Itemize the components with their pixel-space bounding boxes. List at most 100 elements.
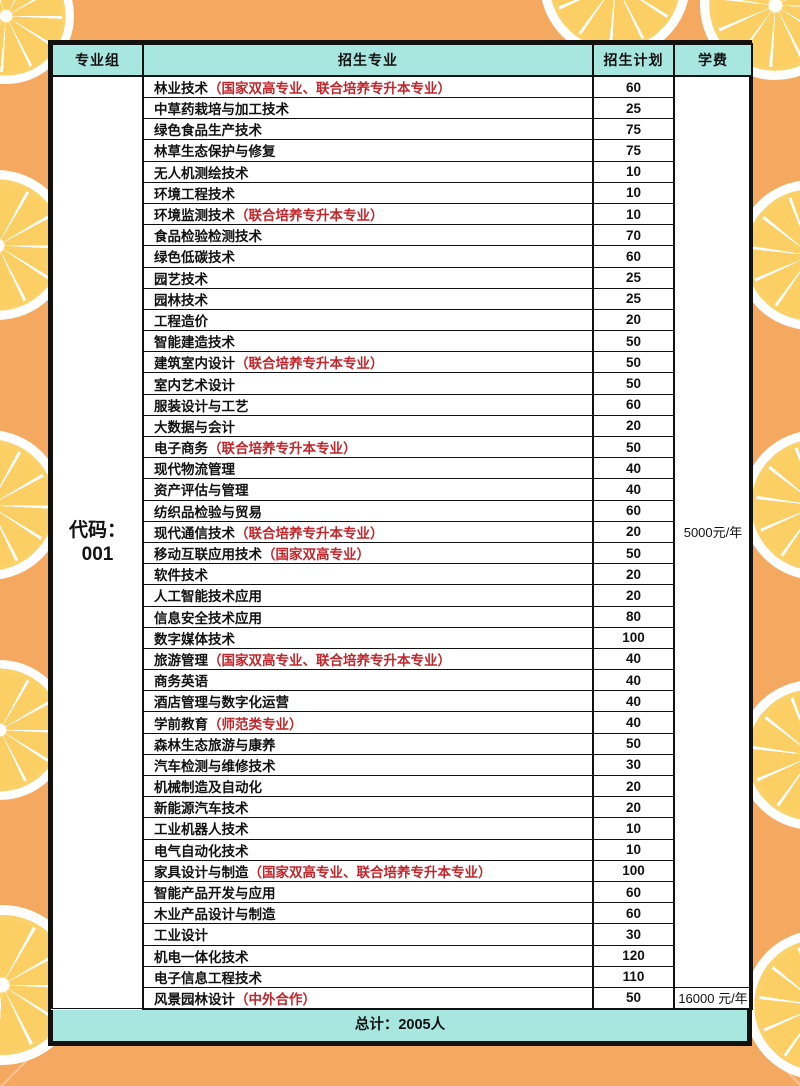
major-name-cell: 电子商务（联合培养专升本专业）: [142, 435, 594, 459]
major-name: 数字媒体技术: [154, 631, 235, 647]
major-name-cell: 智能产品开发与应用: [142, 880, 594, 904]
major-name-cell: 汽车检测与维修技术: [142, 753, 594, 777]
plan-count-cell: 110: [592, 965, 675, 988]
group-code-label: 代码：: [68, 519, 126, 541]
major-name-cell: 纺织品检验与贸易: [142, 499, 594, 522]
table-row: 智能建造技术 50: [52, 330, 752, 353]
major-name-cell: 酒店管理与数字化运营: [142, 690, 594, 713]
major-name-cell: 园艺技术: [142, 266, 594, 289]
major-name-cell: 工业设计: [142, 923, 594, 946]
major-name-cell: 绿色低碳技术: [142, 245, 594, 268]
plan-count-cell: 60: [592, 75, 675, 98]
major-name: 移动互联应用技术: [154, 547, 262, 563]
major-name-cell: 家具设计与制造（国家双高专业、联合培养专升本专业）: [142, 859, 594, 882]
major-name-cell: 现代物流管理: [142, 457, 594, 480]
major-name: 纺织品检验与贸易: [154, 504, 262, 520]
major-name: 酒店管理与数字化运营: [154, 695, 289, 711]
plan-count-cell: 40: [592, 457, 675, 480]
table-row: 智能产品开发与应用 60: [52, 880, 752, 904]
table-row: 工业机器人技术 10: [52, 817, 752, 840]
table-row: 机电一体化技术 120: [52, 944, 752, 967]
plan-count-cell: 40: [592, 669, 675, 692]
plan-count-cell: 10: [592, 160, 675, 183]
table-body: 代码： 001 林业技术（国家双高专业、联合培养专升本专业） 60 5000元/年 中草药…: [51, 74, 753, 1010]
major-tag: （联合培养专升本专业）: [208, 441, 357, 457]
plan-count-cell: 100: [592, 626, 675, 649]
major-name-cell: 木业产品设计与制造: [142, 902, 594, 925]
admission-plan-sheet: 专业组 招生专业 招生计划 学费 代码： 001 林业技术（国家双高专业、联合培养专…: [48, 40, 753, 1046]
major-name: 林业技术: [154, 81, 208, 96]
major-name: 绿色低碳技术: [154, 250, 235, 266]
group-code-value: 001: [81, 543, 114, 565]
column-header-major: 招生专业: [142, 43, 594, 77]
table-row: 机械制造及自动化 20: [52, 774, 752, 798]
plan-count-cell: 50: [592, 541, 675, 565]
table-row: 环境工程技术 10: [52, 181, 752, 204]
major-name: 信息安全技术应用: [154, 610, 262, 626]
total-row: 总计：2005人: [51, 1009, 749, 1043]
major-name-cell: 室内艺术设计: [142, 372, 594, 395]
table-row: 服装设计与工艺 60: [52, 393, 752, 416]
plan-count-cell: 50: [592, 732, 675, 755]
plan-count-cell: 60: [592, 880, 675, 904]
major-name: 智能建造技术: [154, 335, 235, 351]
table-row: 软件技术 20: [52, 563, 752, 586]
major-name-cell: 软件技术: [142, 563, 594, 586]
plan-count-cell: 20: [592, 796, 675, 819]
major-name-cell: 环境工程技术: [142, 181, 594, 204]
table-header: 专业组 招生专业 招生计划 学费: [51, 43, 753, 77]
major-name-cell: 工程造价: [142, 308, 594, 332]
major-name-cell: 商务英语: [142, 669, 594, 692]
major-name: 工业机器人技术: [154, 822, 249, 838]
table-row: 木业产品设计与制造 60: [52, 902, 752, 925]
major-name: 现代物流管理: [154, 462, 235, 478]
major-name: 环境监测技术: [154, 208, 235, 224]
major-name: 园林技术: [154, 292, 208, 308]
table-row: 大数据与会计 20: [52, 414, 752, 438]
plan-count-cell: 70: [592, 224, 675, 247]
major-name-cell: 机械制造及自动化: [142, 774, 594, 798]
table-row: 家具设计与制造（国家双高专业、联合培养专升本专业） 100: [52, 859, 752, 882]
table-row: 工业设计 30: [52, 923, 752, 946]
table-row: 绿色低碳技术 60: [52, 245, 752, 268]
major-name-cell: 人工智能技术应用: [142, 584, 594, 607]
major-name-cell: 学前教育（师范类专业）: [142, 711, 594, 734]
table-row: 电气自动化技术 10: [52, 838, 752, 861]
major-name: 智能产品开发与应用: [154, 886, 276, 902]
table-row: 代码： 001 林业技术（国家双高专业、联合培养专升本专业） 60 5000元/年: [51, 74, 753, 1010]
major-name-cell: 电子信息工程技术: [142, 965, 594, 988]
major-name: 机电一体化技术: [154, 949, 249, 965]
major-name: 建筑室内设计: [154, 356, 235, 372]
plan-count-cell: 75: [592, 139, 675, 162]
column-header-group: 专业组: [51, 43, 144, 77]
plan-count-cell: 20: [592, 563, 675, 586]
plan-count-cell: 75: [592, 118, 675, 141]
major-name: 林草生态保护与修复: [154, 144, 276, 160]
major-tag: （联合培养专升本专业）: [235, 208, 384, 224]
major-tag: （师范类专业）: [208, 716, 303, 732]
plan-count-cell: 20: [592, 774, 675, 798]
table-row: 林草生态保护与修复 75: [52, 139, 752, 162]
table-row: 移动互联应用技术（国家双高专业） 50: [52, 541, 752, 565]
major-name: 汽车检测与维修技术: [154, 758, 276, 774]
major-name-cell: 移动互联应用技术（国家双高专业）: [142, 541, 594, 565]
major-tag: （联合培养专升本专业）: [235, 356, 384, 372]
major-name: 电子信息工程技术: [154, 970, 262, 986]
plan-count-cell: 50: [592, 351, 675, 374]
major-name: 环境工程技术: [154, 186, 235, 202]
plan-count-cell: 20: [592, 584, 675, 607]
major-name: 服装设计与工艺: [154, 398, 249, 414]
table-row: 工程造价 20: [52, 308, 752, 332]
major-name: 园艺技术: [154, 271, 208, 287]
table-row: 商务英语 40: [52, 669, 752, 692]
major-name: 工业设计: [154, 928, 208, 944]
major-name-cell: 林草生态保护与修复: [142, 139, 594, 162]
major-name-cell: 大数据与会计: [142, 414, 594, 438]
major-tag: （国家双高专业）: [262, 547, 370, 563]
table-row: 现代物流管理 40: [52, 457, 752, 480]
table-row: 学前教育（师范类专业） 40: [52, 711, 752, 734]
plan-count-cell: 50: [592, 330, 675, 353]
table-row: 资产评估与管理 40: [52, 478, 752, 501]
plan-count-cell: 80: [592, 605, 675, 628]
plan-count-cell: 30: [592, 923, 675, 946]
